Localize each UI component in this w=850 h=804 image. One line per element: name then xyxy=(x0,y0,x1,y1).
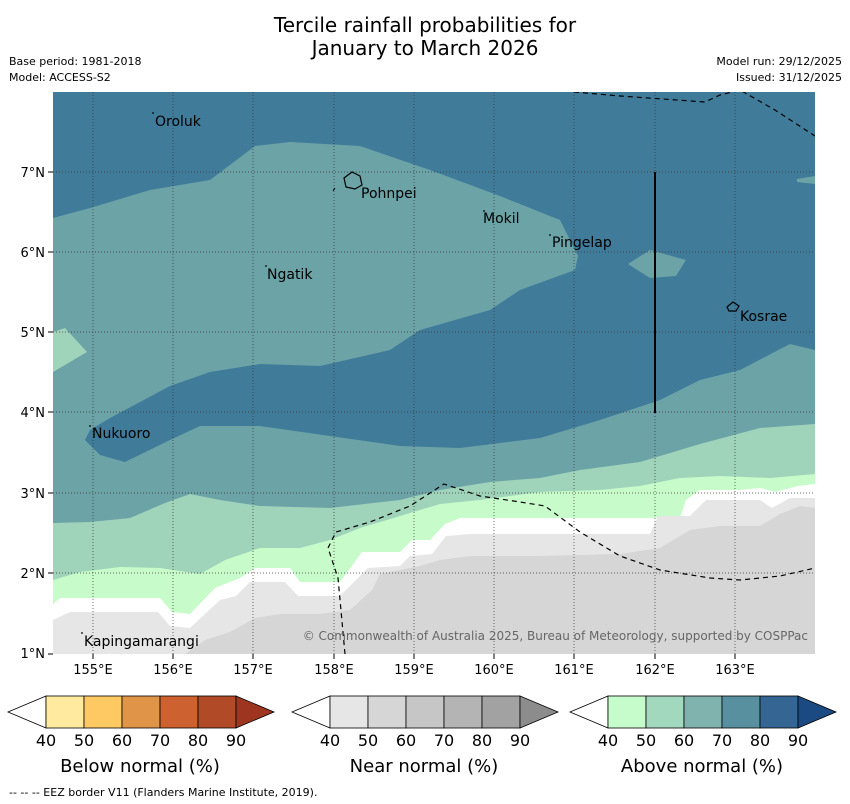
lon-label-160e: 160°E xyxy=(474,663,514,678)
place-pingelap: Pingelap xyxy=(552,235,612,251)
probability-shading xyxy=(53,92,815,654)
lat-label-5n: 5°N xyxy=(21,326,46,341)
legend-near-normal: 40 50 60 70 80 90 xyxy=(290,695,560,750)
below-extend-left xyxy=(6,695,47,729)
lat-label-1n: 1°N xyxy=(21,647,46,662)
lon-label-158e: 158°E xyxy=(314,663,354,678)
near-tick-60: 60 xyxy=(396,731,416,750)
place-mokil: Mokil xyxy=(483,211,520,227)
near-tick-80: 80 xyxy=(472,731,492,750)
map-title: Tercile rainfall probabilities for Janua… xyxy=(0,14,850,60)
lon-label-157e: 157°E xyxy=(233,663,273,678)
title-line-2: January to March 2026 xyxy=(311,36,539,60)
lat-label-7n: 7°N xyxy=(21,166,46,181)
lon-label-156e: 156°E xyxy=(153,663,193,678)
near-extend-right xyxy=(519,695,560,729)
below-swatch-70 xyxy=(159,695,199,729)
lon-label-155e: 155°E xyxy=(73,663,113,678)
region-above-60-patch-east xyxy=(797,176,815,184)
above-swatch-50 xyxy=(645,695,685,729)
eez-borders xyxy=(327,92,815,654)
legend-near-label: Near normal (%) xyxy=(350,756,499,777)
below-tick-70: 70 xyxy=(150,731,170,750)
base-period: Base period: 1981-2018 xyxy=(9,55,142,68)
below-tick-80: 80 xyxy=(188,731,208,750)
place-kapingamarangi: Kapingamarangi xyxy=(84,634,199,650)
place-pohnpei: Pohnpei xyxy=(361,186,417,202)
kosrae-island-shape xyxy=(726,301,740,312)
axis-ticks xyxy=(48,171,736,659)
lon-label-163e: 163°E xyxy=(715,663,755,678)
graticule xyxy=(53,92,815,654)
above-swatch-80 xyxy=(759,695,799,729)
legend-above-normal: 40 50 60 70 80 90 xyxy=(568,695,838,750)
above-swatch-60 xyxy=(683,695,723,729)
place-ngatik: Ngatik xyxy=(267,267,313,283)
above-tick-60: 60 xyxy=(674,731,694,750)
issued-date: Issued: 31/12/2025 xyxy=(735,71,842,84)
copyright-note: © Commonwealth of Australia 2025, Bureau… xyxy=(303,629,808,643)
below-tick-90: 90 xyxy=(226,731,246,750)
above-tick-50: 50 xyxy=(636,731,656,750)
legend-below-label: Below normal (%) xyxy=(60,756,220,777)
eez-footnote: -- -- -- EEZ border V11 (Flanders Marine… xyxy=(9,786,318,799)
above-tick-40: 40 xyxy=(598,731,618,750)
lat-label-6n: 6°N xyxy=(21,246,46,261)
near-swatch-80 xyxy=(481,695,521,729)
region-above-50-west xyxy=(53,328,87,372)
lat-label-3n: 3°N xyxy=(21,487,46,502)
above-tick-70: 70 xyxy=(712,731,732,750)
atoll-markers xyxy=(81,112,551,634)
lon-label-162e: 162°E xyxy=(635,663,675,678)
title-line-1: Tercile rainfall probabilities for xyxy=(273,13,577,37)
near-swatch-40 xyxy=(329,695,369,729)
legend-above-label: Above normal (%) xyxy=(621,756,783,777)
region-above-60-patch xyxy=(628,250,686,278)
below-tick-60: 60 xyxy=(112,731,132,750)
near-tick-70: 70 xyxy=(434,731,454,750)
model-name: Model: ACCESS-S2 xyxy=(9,71,111,84)
below-tick-40: 40 xyxy=(36,731,56,750)
above-tick-80: 80 xyxy=(750,731,770,750)
near-extend-left xyxy=(290,695,331,729)
lat-label-4n: 4°N xyxy=(21,406,46,421)
place-oroluk: Oroluk xyxy=(155,114,202,130)
below-extend-right xyxy=(235,695,276,729)
below-swatch-60 xyxy=(121,695,161,729)
pohnpei-island-shape xyxy=(343,171,363,190)
below-swatch-80 xyxy=(197,695,237,729)
place-kosrae: Kosrae xyxy=(740,309,787,325)
above-extend-right xyxy=(797,695,838,729)
below-swatch-50 xyxy=(83,695,123,729)
model-run: Model run: 29/12/2025 xyxy=(716,55,842,68)
near-swatch-50 xyxy=(367,695,407,729)
near-tick-50: 50 xyxy=(358,731,378,750)
place-nukuoro: Nukuoro xyxy=(92,426,150,442)
lon-label-161e: 161°E xyxy=(554,663,594,678)
lon-label-159e: 159°E xyxy=(394,663,434,678)
near-tick-90: 90 xyxy=(510,731,530,750)
near-tick-40: 40 xyxy=(320,731,340,750)
below-swatch-40 xyxy=(45,695,85,729)
near-swatch-70 xyxy=(443,695,483,729)
above-extend-left xyxy=(568,695,609,729)
above-swatch-40 xyxy=(607,695,647,729)
legend-below-normal: 40 50 60 70 80 90 xyxy=(6,695,276,750)
ant-atoll-mark xyxy=(332,187,336,192)
above-tick-90: 90 xyxy=(788,731,808,750)
below-tick-50: 50 xyxy=(74,731,94,750)
near-swatch-60 xyxy=(405,695,445,729)
above-swatch-70 xyxy=(721,695,761,729)
lat-label-2n: 2°N xyxy=(21,567,46,582)
region-near-50 xyxy=(185,506,815,654)
